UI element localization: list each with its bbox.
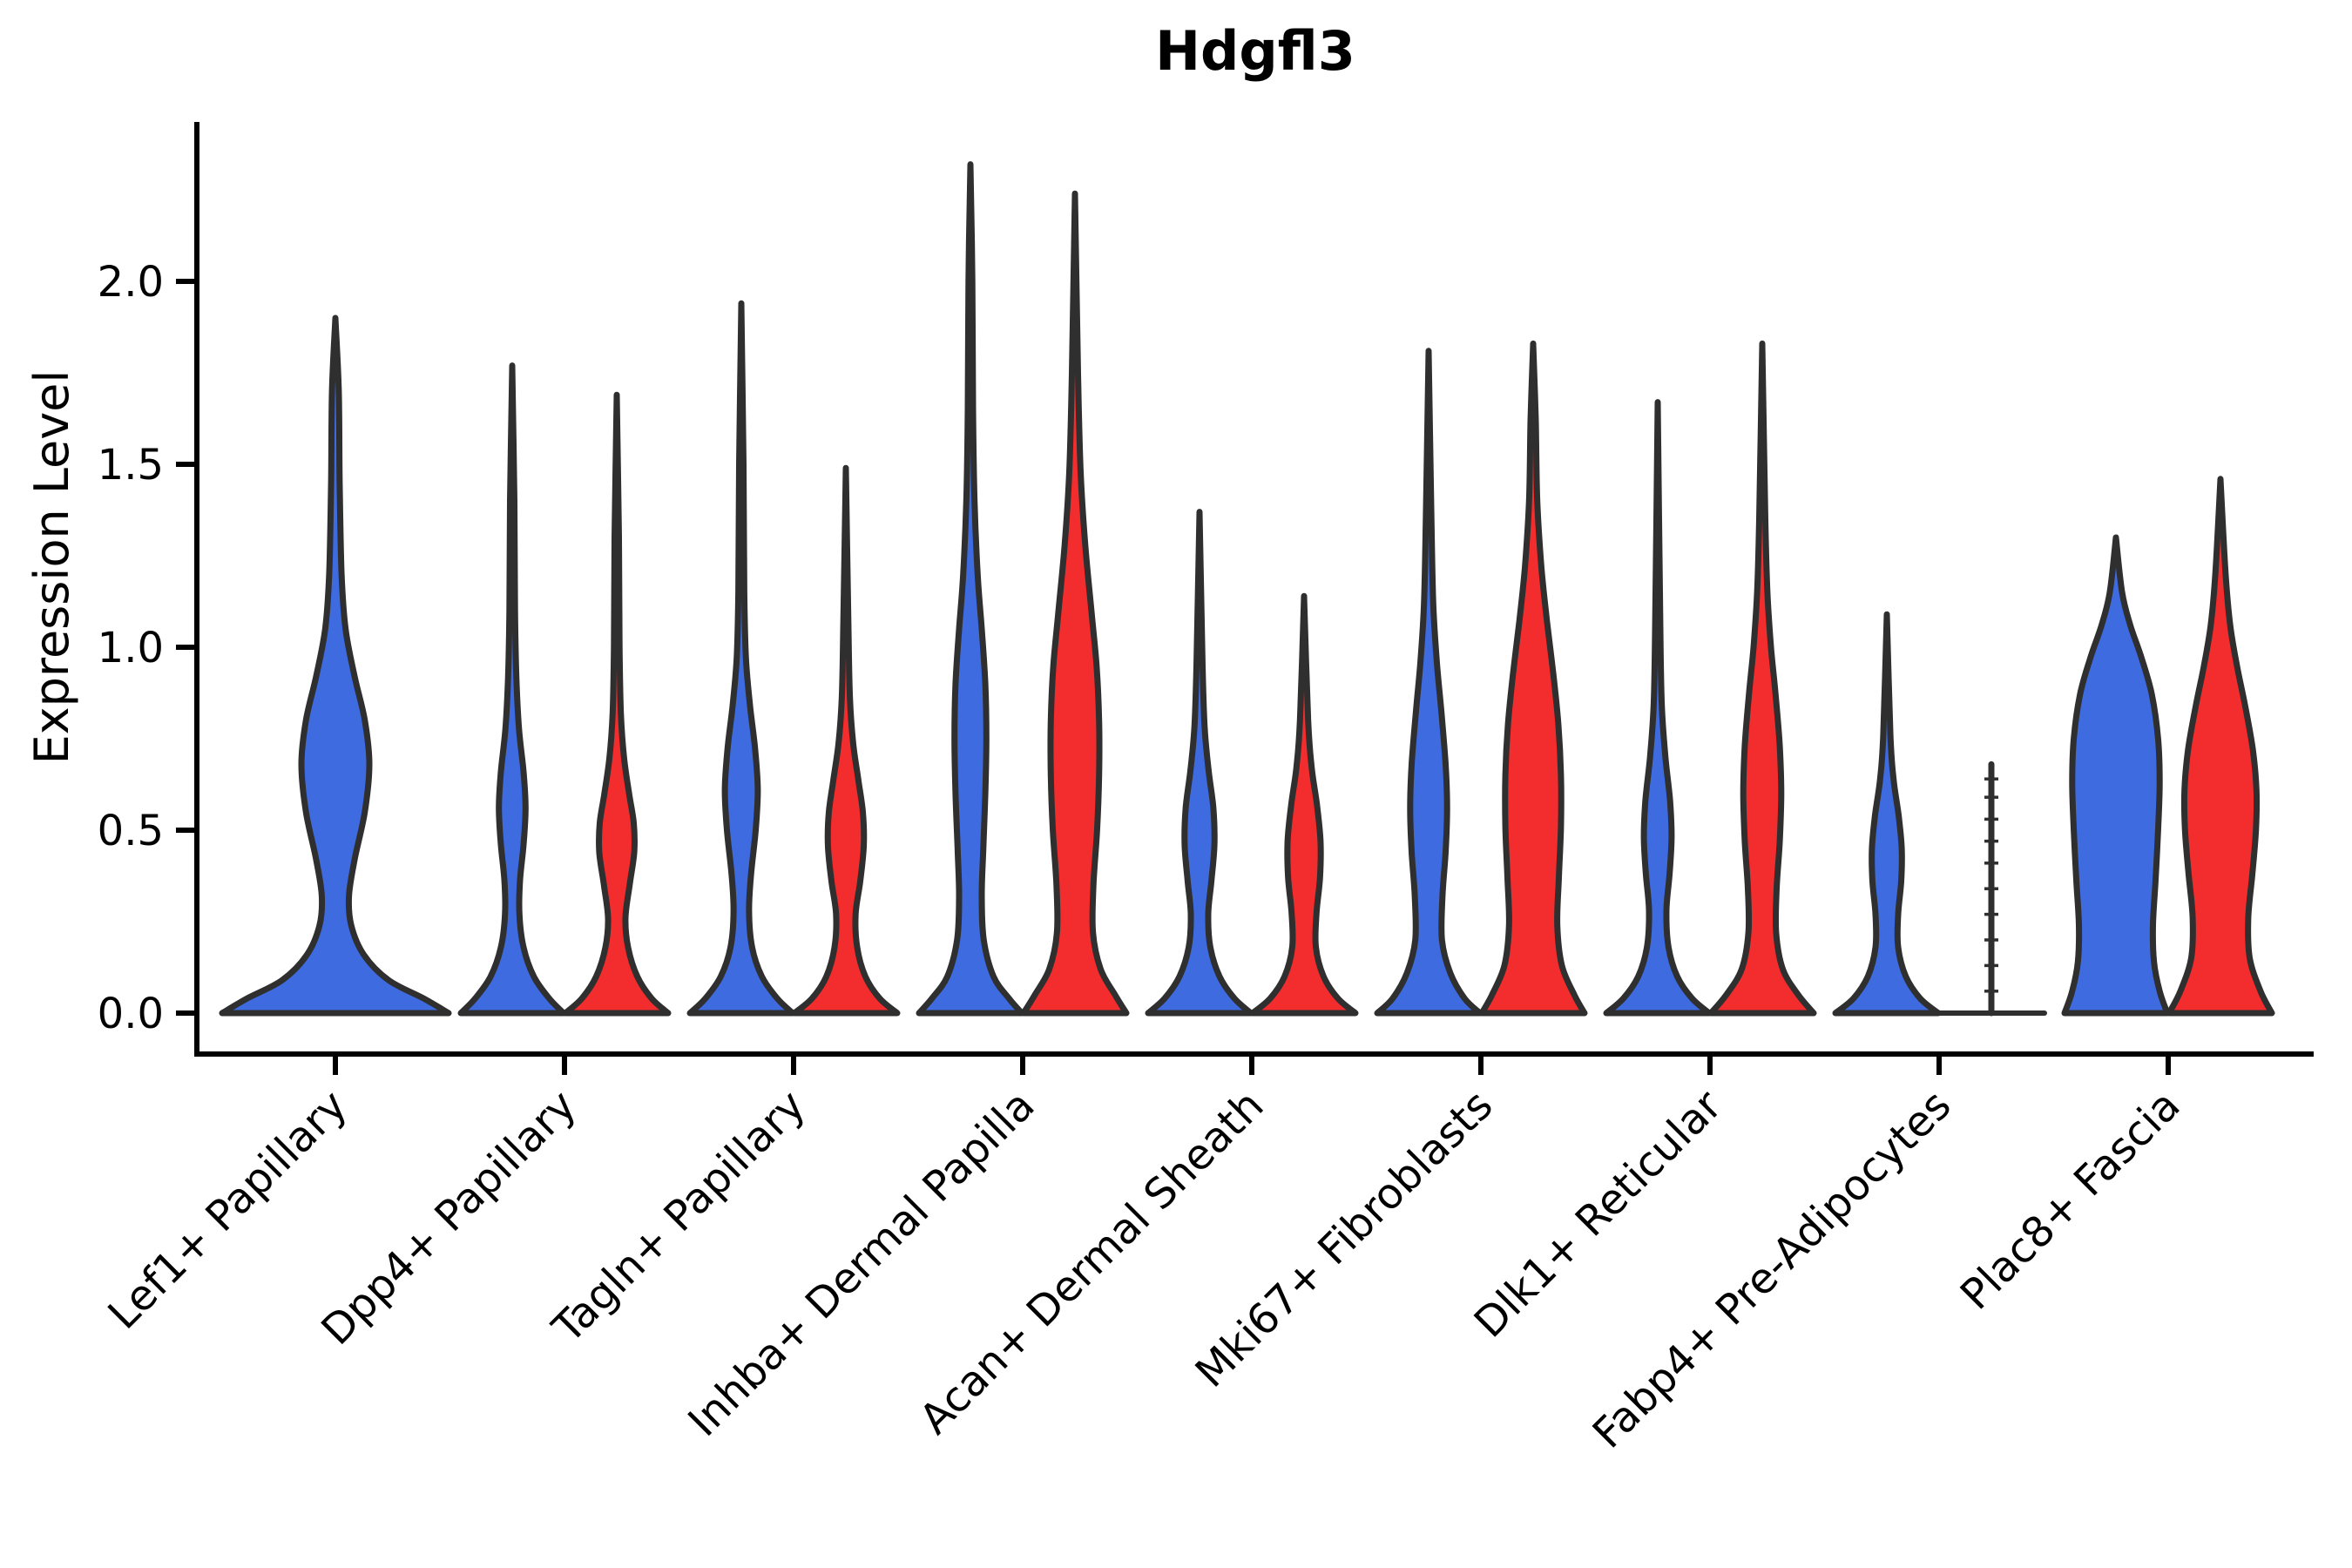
violin-blue [916,161,1025,1017]
x-tick-label: Tagln+ Papillary [543,1081,814,1353]
violin-blue [1832,611,1942,1017]
y-tick-label: 0.0 [98,990,164,1038]
violin-blue [219,314,452,1017]
violin-red [791,464,901,1017]
x-tick-label: Dlk1+ Reticular [1465,1081,1732,1348]
x-tick-label: Plac8+ Fascia [1951,1081,2190,1320]
violin-red [562,391,672,1017]
plot-title: Hdgfl3 [1155,19,1355,83]
x-tick-label: Lef1+ Papillary [99,1081,357,1339]
y-tick-label: 1.5 [98,441,164,490]
violin-blue [2061,534,2171,1017]
violin-red [1249,592,1359,1017]
y-tick-label: 1.0 [98,624,164,672]
x-tick-label: Dpp4+ Papillary [312,1081,585,1355]
y-tick-label: 0.5 [98,807,164,855]
violin-blue [457,362,567,1017]
violin-blue [1603,399,1713,1017]
violin-red [1020,190,1130,1017]
violin-blue [1374,348,1484,1017]
violin-red [2166,476,2275,1017]
violin-blue [1145,509,1254,1017]
violin-red [1478,340,1588,1017]
violin-red [1707,340,1817,1017]
y-tick-label: 2.0 [98,258,164,307]
violin-blue [686,300,796,1017]
